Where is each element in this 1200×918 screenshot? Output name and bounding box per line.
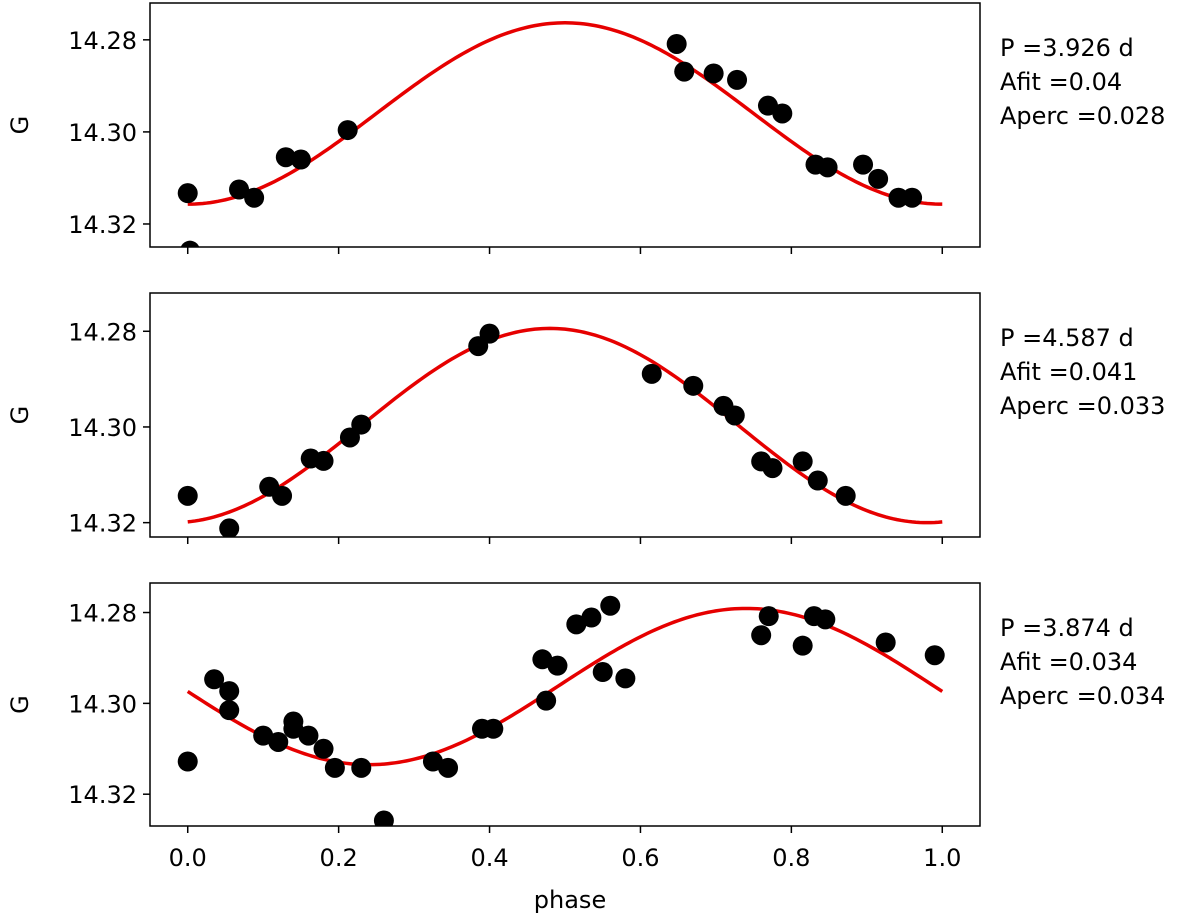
data-point	[853, 154, 874, 175]
x-tick-label: 0.0	[169, 844, 207, 872]
data-point	[536, 690, 557, 711]
data-point	[868, 168, 889, 189]
data-point	[600, 595, 621, 616]
data-point	[219, 700, 240, 721]
plot-area	[177, 323, 943, 537]
plot-area	[177, 595, 945, 826]
data-point	[674, 61, 695, 82]
data-point	[758, 606, 779, 627]
y-tick-label: 14.32	[68, 781, 137, 809]
data-point	[324, 757, 345, 778]
x-tick-label: 0.4	[470, 844, 508, 872]
annotation-line: Aperc =0.028	[1000, 102, 1165, 130]
data-point	[724, 405, 745, 426]
annotation-line: Afit =0.04	[1000, 68, 1122, 96]
annotation-line: P =3.874 d	[1000, 614, 1134, 642]
data-point	[272, 485, 293, 506]
axes-frame	[149, 2, 981, 248]
y-tick-label: 14.30	[68, 690, 137, 718]
data-point	[762, 458, 783, 479]
data-point	[351, 414, 372, 435]
y-tick-label: 14.28	[68, 27, 137, 55]
data-point	[339, 427, 360, 448]
data-point	[666, 33, 687, 54]
plot-area	[177, 21, 943, 247]
y-tick-label: 14.28	[68, 600, 137, 628]
y-axis-label: G	[6, 695, 34, 714]
data-point	[253, 725, 274, 746]
annotation-line: P =4.587 d	[1000, 324, 1134, 352]
data-point	[566, 614, 587, 635]
data-point	[373, 810, 394, 826]
data-point	[792, 451, 813, 472]
data-point	[422, 751, 443, 772]
annotation-line: Aperc =0.033	[1000, 392, 1165, 420]
data-point	[479, 323, 500, 344]
y-tick-label: 14.28	[68, 318, 137, 346]
annotation-line: Afit =0.041	[1000, 358, 1137, 386]
data-point	[483, 718, 504, 739]
data-point	[641, 363, 662, 384]
data-point	[204, 669, 225, 690]
data-point	[177, 485, 198, 506]
data-point	[817, 157, 838, 178]
data-point	[298, 725, 319, 746]
data-point	[438, 757, 459, 778]
data-point	[615, 668, 636, 689]
data-point	[244, 187, 265, 208]
axes-frame	[149, 582, 981, 827]
data-point	[547, 655, 568, 676]
y-axis-label: G	[6, 406, 34, 425]
data-point	[772, 103, 793, 124]
annotation-line: Aperc =0.034	[1000, 682, 1165, 710]
data-point	[751, 625, 772, 646]
data-point	[229, 179, 250, 200]
x-tick-label: 0.6	[621, 844, 659, 872]
data-point	[337, 120, 358, 141]
data-point	[532, 649, 553, 670]
data-point	[592, 662, 613, 683]
data-point	[283, 718, 304, 739]
y-axis-label: G	[6, 116, 34, 135]
x-axis-label: phase	[534, 886, 606, 914]
data-point	[683, 375, 704, 396]
data-point	[275, 147, 296, 168]
data-point	[351, 757, 372, 778]
axes-frame	[149, 292, 981, 538]
data-point	[902, 187, 923, 208]
x-tick-label: 1.0	[923, 844, 961, 872]
data-point	[177, 751, 198, 772]
panel-1: 14.28 14.30 14.32 G P =3.926 d Afit =0.04 Aper…	[6, 2, 1165, 254]
y-tick-label: 14.30	[68, 414, 137, 442]
data-point	[835, 485, 856, 506]
data-point	[703, 63, 724, 84]
data-point	[219, 681, 240, 702]
data-point	[815, 609, 836, 630]
data-point	[581, 607, 602, 628]
x-tick-label: 0.8	[772, 844, 810, 872]
data-point	[290, 149, 311, 170]
data-point	[313, 450, 334, 471]
data-point	[792, 635, 813, 656]
data-point	[219, 518, 240, 537]
data-point	[268, 731, 289, 752]
y-tick-label: 14.30	[68, 119, 137, 147]
data-point	[875, 632, 896, 653]
fit-curve	[187, 326, 943, 525]
y-tick-label: 14.32	[68, 510, 137, 538]
annotation-line: P =3.926 d	[1000, 34, 1134, 62]
data-point	[807, 470, 828, 491]
data-point	[313, 738, 334, 759]
x-tick-label: 0.2	[320, 844, 358, 872]
data-point	[180, 240, 200, 247]
data-point	[727, 69, 748, 90]
panel-2: 14.28 14.30 14.32 G P =4.587 d Afit =0.041 Ape…	[6, 292, 1165, 544]
data-point	[924, 645, 945, 666]
data-point	[177, 183, 198, 204]
y-tick-label: 14.32	[68, 211, 137, 239]
annotation-line: Afit =0.034	[1000, 648, 1137, 676]
